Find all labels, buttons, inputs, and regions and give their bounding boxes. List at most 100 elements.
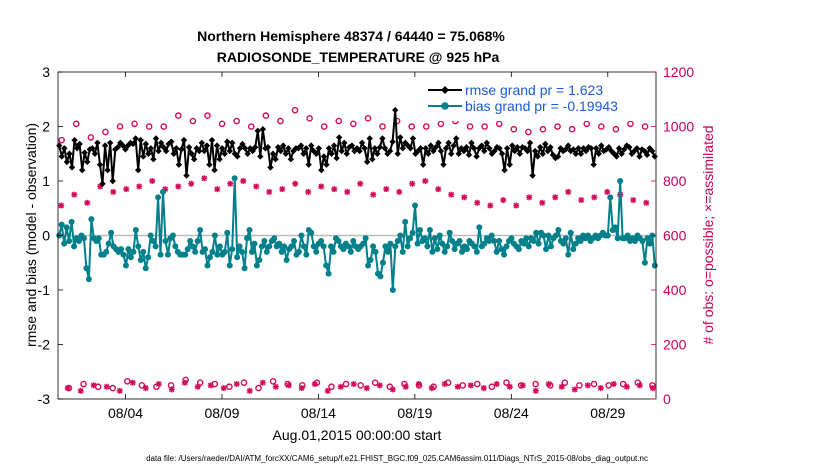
legend-bias-marker (441, 102, 449, 110)
bias-point (439, 240, 446, 247)
rmse-point (575, 145, 582, 152)
possible-obs-marker (189, 117, 197, 125)
rmse-point (369, 156, 376, 163)
y-left-tick-label: -3 (38, 391, 51, 407)
bias-point (525, 243, 532, 250)
rmse-point (498, 150, 506, 157)
bias-point (229, 246, 236, 253)
bias-point (204, 262, 211, 269)
possible-obs-marker (109, 384, 116, 392)
assimilated-obs-marker (519, 382, 526, 389)
rmse-point (104, 166, 111, 174)
bias-point (150, 237, 157, 244)
bias-point (404, 243, 411, 250)
bias-point (164, 251, 171, 258)
bias-point (456, 237, 463, 244)
rmse-point (147, 145, 155, 152)
bias-point (244, 235, 251, 242)
rmse-point (241, 145, 249, 152)
rmse-point (157, 139, 165, 147)
right-axis-label: # of obs: o=possible; ×=assimilated (700, 125, 716, 344)
rmse-point (280, 142, 287, 149)
rmse-point (109, 177, 116, 185)
bias-point (281, 243, 288, 250)
assimilated-obs-marker (175, 183, 182, 190)
rmse-point (211, 166, 218, 174)
rmse-point (129, 140, 137, 148)
rmse-point (305, 161, 312, 168)
rmse-point (285, 145, 292, 152)
bias-point (80, 235, 87, 242)
possible-obs-marker (590, 380, 598, 388)
bias-point (607, 194, 614, 201)
assimilated-obs-marker (318, 183, 325, 190)
rmse-point (419, 161, 427, 168)
bias-point (372, 248, 379, 255)
assimilated-obs-marker (389, 386, 396, 393)
chart-subtitle: RADIOSONDE_TEMPERATURE @ 925 hPa (217, 49, 500, 65)
bias-point (118, 246, 125, 253)
bias-point (350, 237, 357, 244)
bias-point (444, 243, 451, 250)
x-tick-label: 08/19 (397, 405, 432, 421)
bias-point (283, 257, 290, 264)
bias-point (258, 243, 265, 250)
rmse-point (94, 139, 101, 147)
rmse-point (180, 136, 188, 144)
rmse-point (267, 164, 274, 171)
bias-point (612, 224, 619, 231)
assimilated-obs-marker (350, 381, 357, 388)
rmse-point (432, 144, 440, 151)
bias-point (209, 248, 216, 255)
bias-point (414, 240, 421, 247)
data-file-footer: data file: /Users/raeder/DAI/ATM_forcXX/… (146, 454, 648, 463)
assimilated-obs-marker (565, 188, 572, 195)
possible-obs-marker (612, 125, 620, 133)
bias-point (382, 243, 389, 250)
rmse-point (542, 140, 549, 148)
assimilated-obs-marker (116, 387, 123, 394)
bias-point (256, 257, 263, 264)
rmse-point (300, 150, 307, 157)
rmse-point (307, 142, 315, 149)
rmse-point (470, 145, 478, 152)
bias-point (211, 232, 218, 239)
bias-point (473, 248, 480, 255)
rmse-point (315, 145, 323, 152)
rmse-point (89, 145, 96, 152)
rmse-point (608, 147, 615, 155)
rmse-point (440, 161, 447, 168)
assimilated-obs-marker (454, 383, 461, 390)
possible-obs-marker (583, 120, 591, 128)
y-right-tick-label: 200 (663, 337, 687, 353)
bias-point (105, 240, 112, 247)
rmse-point (244, 150, 251, 157)
bias-point (392, 243, 399, 250)
possible-obs-marker (408, 123, 415, 130)
rmse-point (417, 145, 424, 152)
rmse-point (537, 144, 544, 151)
bias-point (157, 251, 164, 258)
bias-point (501, 251, 508, 258)
bias-point (162, 237, 169, 244)
bias-point (276, 240, 283, 247)
bias-point (239, 248, 246, 255)
assimilated-obs-marker (64, 385, 71, 392)
rmse-point (269, 150, 277, 157)
rmse-point (633, 145, 641, 152)
bias-point (463, 246, 470, 253)
bias-point (271, 235, 278, 242)
rmse-point (190, 156, 198, 163)
bias-point (481, 240, 488, 247)
bias-point (488, 232, 495, 239)
possible-obs-marker (291, 106, 299, 114)
legend-bias-label: bias grand pr = -0.19943 (465, 98, 618, 114)
rmse-point (302, 145, 310, 152)
assimilated-obs-marker (610, 381, 617, 388)
bias-point (288, 243, 295, 250)
possible-obs-marker (145, 123, 153, 130)
possible-obs-marker (605, 382, 612, 389)
assimilated-obs-marker (110, 188, 117, 195)
rmse-point (348, 142, 356, 149)
assimilated-obs-marker (162, 186, 169, 193)
